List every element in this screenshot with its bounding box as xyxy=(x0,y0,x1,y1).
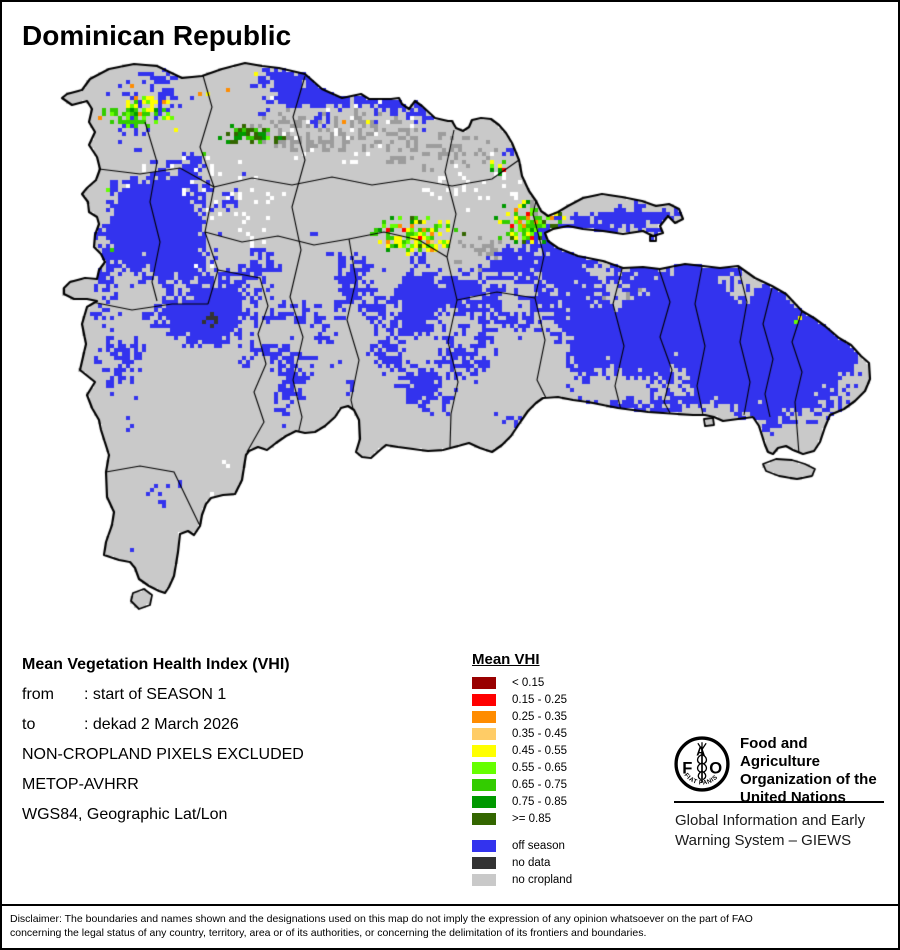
legend-label: 0.15 - 0.25 xyxy=(512,694,567,706)
legend-row: < 0.15 xyxy=(472,677,572,689)
legend-row: off season xyxy=(472,840,572,852)
disclaimer-line1: Disclaimer: The boundaries and names sho… xyxy=(10,913,753,925)
legend-row: 0.65 - 0.75 xyxy=(472,779,572,791)
giews-name: Global Information and Early Warning Sys… xyxy=(675,811,865,851)
legend-row: 0.75 - 0.85 xyxy=(472,796,572,808)
disclaimer: Disclaimer: The boundaries and names sho… xyxy=(2,904,898,948)
fao-logo-letter-a: A xyxy=(696,745,705,759)
map-legend: Mean VHI < 0.15 0.15 - 0.25 0.25 - 0.35 0.3… xyxy=(472,651,572,891)
map-metadata-block: Mean Vegetation Health Index (VHI) from … xyxy=(22,656,304,836)
legend-vhi-classes: < 0.15 0.15 - 0.25 0.25 - 0.35 0.35 - 0.45 0… xyxy=(472,677,572,825)
metadata-from-row: from : start of SEASON 1 xyxy=(22,686,304,703)
legend-row: no data xyxy=(472,857,572,869)
legend-swatch xyxy=(472,796,496,808)
fao-name-line1: Food and Agriculture xyxy=(740,735,821,770)
legend-label: 0.65 - 0.75 xyxy=(512,779,567,791)
legend-swatch xyxy=(472,745,496,757)
metadata-to-row: to : dekad 2 March 2026 xyxy=(22,716,304,733)
legend-swatch xyxy=(472,694,496,706)
exclusion-note: NON-CROPLAND PIXELS EXCLUDED xyxy=(22,746,304,763)
legend-row: no cropland xyxy=(472,874,572,886)
legend-row: 0.25 - 0.35 xyxy=(472,711,572,723)
legend-title: Mean VHI xyxy=(472,651,540,668)
legend-label: < 0.15 xyxy=(512,677,545,689)
projection-note: WGS84, Geographic Lat/Lon xyxy=(22,806,228,823)
org-divider xyxy=(674,801,884,803)
fao-name-line3: United Nations xyxy=(740,789,846,806)
fao-logo-letter-f: F xyxy=(682,758,692,777)
from-label: from xyxy=(22,686,54,703)
metadata-heading: Mean Vegetation Health Index (VHI) xyxy=(22,656,290,673)
legend-label: no cropland xyxy=(512,874,573,886)
legend-swatch xyxy=(472,779,496,791)
legend-swatch xyxy=(472,677,496,689)
legend-swatch xyxy=(472,762,496,774)
legend-label: no data xyxy=(512,857,551,869)
legend-row: 0.45 - 0.55 xyxy=(472,745,572,757)
sensor-name: METOP-AVHRR xyxy=(22,776,139,793)
legend-swatch xyxy=(472,728,496,740)
legend-swatch xyxy=(472,711,496,723)
legend-swatch xyxy=(472,813,496,825)
to-value: : dekad 2 March 2026 xyxy=(84,716,239,733)
fao-logo-letter-o: O xyxy=(709,758,722,777)
giews-line2: Warning System – GIEWS xyxy=(675,832,852,849)
legend-row: 0.55 - 0.65 xyxy=(472,762,572,774)
legend-label: off season xyxy=(512,840,565,852)
giews-line1: Global Information and Early xyxy=(675,812,866,829)
fao-name: Food and Agriculture Organization of the… xyxy=(740,735,886,807)
fao-logo-icon: F A O FIAT PANIS xyxy=(674,736,730,792)
legend-label: 0.25 - 0.35 xyxy=(512,711,567,723)
fao-name-line2: Organization of the xyxy=(740,771,877,788)
legend-label: 0.75 - 0.85 xyxy=(512,796,567,808)
organization-block: F A O FIAT PANIS Food and Agriculture Or… xyxy=(674,734,886,854)
legend-swatch xyxy=(472,874,496,886)
legend-swatch xyxy=(472,840,496,852)
legend-row: >= 0.85 xyxy=(472,813,572,825)
legend-label: 0.35 - 0.45 xyxy=(512,728,567,740)
to-label: to xyxy=(22,716,36,733)
legend-label: >= 0.85 xyxy=(512,813,552,825)
disclaimer-line2: concerning the legal status of any count… xyxy=(10,927,647,939)
legend-label: 0.55 - 0.65 xyxy=(512,762,567,774)
legend-extra-classes: off season no data no cropland xyxy=(472,840,572,886)
legend-row: 0.35 - 0.45 xyxy=(472,728,572,740)
legend-row: 0.15 - 0.25 xyxy=(472,694,572,706)
page-title: Dominican Republic xyxy=(22,20,292,51)
from-value: : start of SEASON 1 xyxy=(84,686,227,703)
legend-swatch xyxy=(472,857,496,869)
legend-label: 0.45 - 0.55 xyxy=(512,745,567,757)
